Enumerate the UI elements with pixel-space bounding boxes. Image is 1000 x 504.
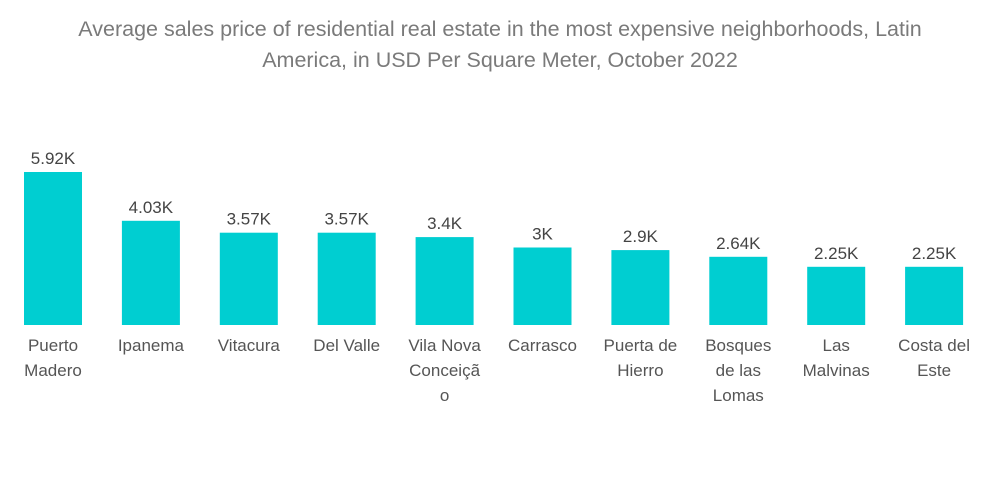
category-label-8-line-2: de las	[716, 361, 761, 380]
bar-2	[121, 220, 180, 325]
category-label-8-line-3: Lomas	[713, 386, 764, 405]
chart-title: Average sales price of residential real …	[20, 14, 980, 76]
data-label-10: 2.25K	[912, 244, 957, 263]
chart-title-line-1: Average sales price of residential real …	[78, 17, 922, 41]
bar-5	[415, 237, 474, 325]
category-label-6-line-1: Carrasco	[508, 336, 577, 355]
chart-title-line-2: America, in USD Per Square Meter, Octobe…	[262, 48, 738, 72]
bar-6	[513, 247, 572, 325]
category-label-10-line-2: Este	[917, 361, 951, 380]
category-label-3-line-1: Vitacura	[218, 336, 281, 355]
category-label-7-line-2: Hierro	[617, 361, 663, 380]
bar-9	[807, 266, 866, 325]
category-label-4-line-1: Del Valle	[313, 336, 380, 355]
data-label-2: 4.03K	[129, 198, 174, 217]
category-label-1-line-1: Puerto	[28, 336, 78, 355]
data-label-8: 2.64K	[716, 234, 761, 253]
category-label-9-line-2: Malvinas	[803, 361, 870, 380]
category-label-5-line-2: Conceiçã	[409, 361, 480, 380]
data-label-1: 5.92K	[31, 149, 76, 168]
bar-10	[905, 266, 964, 325]
bar-4	[317, 232, 376, 325]
data-label-5: 3.4K	[427, 214, 463, 233]
data-label-7: 2.9K	[623, 227, 659, 246]
category-label-5-line-3: o	[440, 386, 449, 405]
bar-3	[219, 232, 278, 325]
category-label-8-line-1: Bosques	[705, 336, 771, 355]
data-label-6: 3K	[532, 225, 553, 244]
bar-1	[24, 172, 82, 325]
category-label-1-line-2: Madero	[24, 361, 82, 380]
category-label-9-line-1: Las	[822, 336, 849, 355]
bar-7	[611, 250, 670, 325]
category-label-5-line-1: Vila Nova	[408, 336, 481, 355]
category-label-7-line-1: Puerta de	[604, 336, 678, 355]
data-label-3: 3.57K	[227, 210, 272, 229]
category-label-10-line-1: Costa del	[898, 336, 970, 355]
category-label-2-line-1: Ipanema	[118, 336, 185, 355]
bar-8	[709, 256, 768, 325]
data-label-4: 3.57K	[324, 210, 369, 229]
data-label-9: 2.25K	[814, 244, 859, 263]
